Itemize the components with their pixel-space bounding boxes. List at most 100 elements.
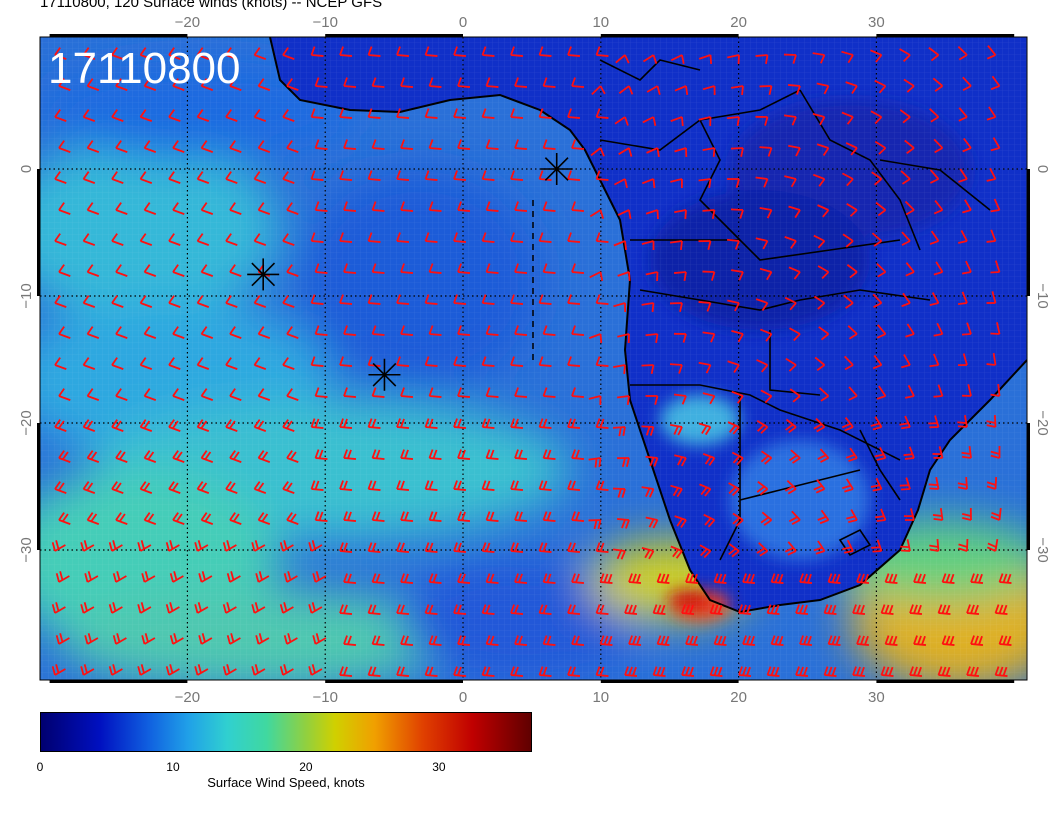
wind-barb [845, 142, 858, 156]
wind-barb [222, 602, 237, 614]
wind-barb [367, 418, 381, 429]
wind-barb [424, 46, 438, 57]
wind-barb [961, 384, 972, 397]
wind-barb [54, 419, 67, 432]
wind-barb [286, 450, 299, 463]
wind-barb [55, 633, 70, 645]
wind-barb [169, 633, 184, 645]
wind-barb [172, 388, 185, 401]
wind-barb [542, 263, 556, 274]
wind-barb [957, 476, 968, 490]
wind-barb [986, 229, 997, 243]
wind-barb [673, 393, 687, 405]
wind-barb [932, 77, 944, 92]
wind-barb [196, 481, 210, 494]
wind-barb [168, 357, 181, 370]
wind-barb [932, 446, 944, 459]
wind-barb [514, 77, 528, 88]
wind-barb [674, 454, 687, 467]
wind-barb [257, 202, 271, 215]
wind-barb [115, 512, 128, 525]
wind-barb [685, 635, 699, 646]
wind-barb [172, 264, 185, 277]
wind-barb [196, 109, 210, 122]
wind-barb [799, 573, 813, 584]
wind-barb [823, 666, 837, 677]
wind-barb [900, 539, 911, 552]
wind-barb [339, 46, 353, 57]
wind-barb [485, 387, 499, 398]
wind-barb [542, 573, 556, 584]
wind-barb [571, 387, 585, 398]
wind-barb [428, 325, 442, 336]
wind-barb [137, 602, 152, 614]
wind-barb [510, 604, 524, 615]
wind-barb [54, 481, 67, 494]
wind-barb [253, 357, 267, 370]
wind-barb [485, 511, 499, 522]
lat-tick-label: −20 [1034, 410, 1051, 435]
wind-barb [670, 116, 684, 127]
wind-barb [196, 357, 210, 370]
wind-barb [875, 201, 887, 217]
wind-barb [371, 635, 385, 646]
wind-barb [510, 418, 524, 429]
wind-barb [641, 302, 655, 313]
wind-barb [115, 264, 128, 277]
wind-barb [58, 388, 71, 401]
wind-barb [143, 78, 157, 91]
wind-barb [645, 516, 659, 529]
wind-barb [400, 573, 414, 584]
wind-barb [812, 113, 826, 126]
chart-title: 17110800, 120 Surface winds (knots) -- N… [40, 0, 383, 11]
wind-barb [899, 109, 911, 124]
wind-barb [428, 449, 442, 460]
wind-barb [727, 54, 740, 65]
wind-barb [86, 140, 100, 153]
wind-barb [784, 480, 797, 495]
wind-barb [731, 451, 744, 466]
wind-barb [846, 203, 858, 217]
wind-barb [453, 480, 467, 491]
wind-barb [457, 635, 471, 646]
wind-barb [958, 107, 968, 122]
wind-barb [641, 425, 655, 436]
wind-barb [542, 139, 556, 150]
wind-barb [485, 325, 499, 336]
wind-barb [929, 169, 940, 184]
wind-barb [343, 139, 357, 150]
wind-barb [282, 481, 295, 494]
wind-barb [225, 109, 238, 122]
wind-barb [457, 449, 471, 460]
wind-barb [196, 295, 210, 308]
wind-barb [485, 263, 499, 274]
wind-barb [367, 604, 381, 615]
lon-tick-label: 10 [592, 689, 609, 706]
wind-barb [168, 295, 181, 308]
wind-barb [485, 573, 499, 584]
wind-barb [310, 232, 324, 243]
wind-barb [941, 573, 955, 584]
wind-barb [933, 384, 944, 398]
wind-barb [817, 448, 830, 463]
wind-barb [396, 418, 410, 429]
wind-barb [567, 480, 581, 491]
wind-barb [617, 209, 632, 220]
wind-barb [958, 538, 969, 552]
top-lon-labels: −20 −10 0 10 20 30 [175, 14, 885, 31]
wind-barb [54, 295, 67, 308]
wind-barb [139, 419, 153, 432]
wind-barb [702, 270, 716, 281]
wind-barb [937, 666, 951, 677]
wind-barb [759, 85, 773, 95]
wind-barb [901, 354, 911, 369]
wind-barb [396, 604, 410, 615]
wind-barb [642, 54, 658, 64]
left-lat-labels: 0 −10 −20 −30 [18, 165, 35, 563]
wind-barb [738, 604, 752, 615]
wind-barb [400, 635, 414, 646]
wind-barb [670, 178, 683, 189]
wind-barb [172, 326, 185, 339]
wind-barb [624, 604, 638, 615]
wind-barb [986, 291, 997, 304]
